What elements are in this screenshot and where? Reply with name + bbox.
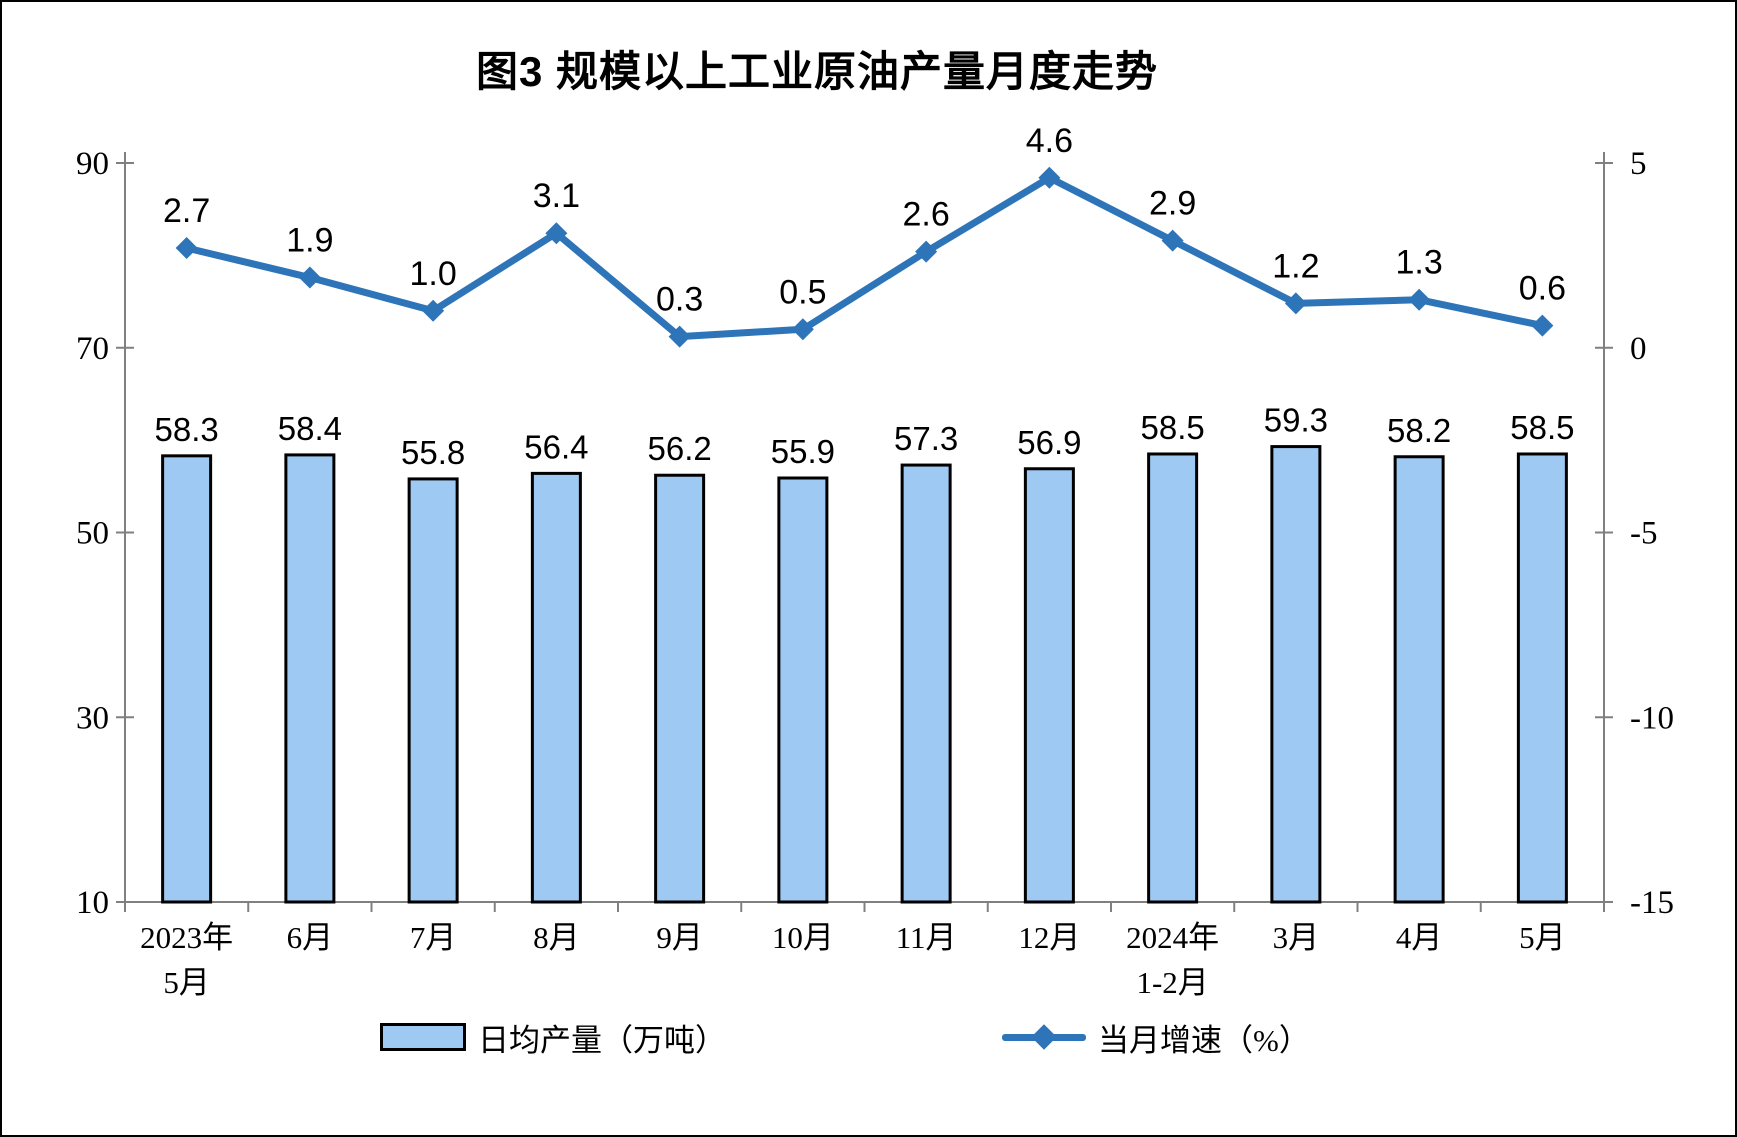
left-axis-tick-label: 70 <box>76 331 109 367</box>
line-marker <box>298 266 321 289</box>
line-series-swatch <box>1002 1024 1086 1050</box>
bar <box>284 453 336 904</box>
line-value-label: 2.6 <box>902 196 949 234</box>
line-value-label: 0.3 <box>656 281 703 319</box>
line-marker <box>545 222 568 245</box>
bar-value-label: 58.2 <box>1387 412 1451 449</box>
line-marker <box>1161 229 1184 252</box>
bar-value-label: 59.3 <box>1264 402 1328 439</box>
line-value-label: 0.5 <box>779 273 826 311</box>
x-axis-label: 6月 <box>287 920 334 955</box>
line-marker <box>1408 288 1431 311</box>
x-axis-label: 11月 <box>896 920 957 955</box>
bar-value-label: 57.3 <box>894 420 958 457</box>
bar-value-label: 58.5 <box>1141 409 1205 446</box>
x-axis-label: 4月 <box>1396 920 1443 955</box>
x-axis-label: 8月 <box>533 920 580 955</box>
bar-series-swatch-icon <box>380 1023 466 1051</box>
line-marker <box>1284 292 1307 315</box>
bar <box>1270 445 1322 904</box>
line-value-label: 0.6 <box>1519 270 1566 308</box>
line-marker <box>1531 314 1554 337</box>
line-marker <box>1038 166 1061 189</box>
bar-value-label: 58.4 <box>278 410 342 447</box>
right-axis-tick-label: -5 <box>1630 516 1658 552</box>
bar-value-label: 56.2 <box>648 430 712 467</box>
left-axis-tick-label: 50 <box>76 516 109 552</box>
bar <box>1023 467 1075 904</box>
line-marker <box>422 299 445 322</box>
line-value-label: 1.3 <box>1395 244 1442 282</box>
bar <box>1393 455 1445 904</box>
line-marker <box>791 318 814 341</box>
x-axis-label: 5月 <box>1519 920 1566 955</box>
line-value-label: 4.6 <box>1026 122 1073 160</box>
right-axis-tick-label: -15 <box>1630 885 1674 921</box>
line-value-label: 2.9 <box>1149 185 1196 223</box>
x-axis-label: 7月 <box>410 920 457 955</box>
line-value-label: 1.0 <box>409 255 456 293</box>
x-axis-label: 2024年 1-2月 <box>1126 920 1219 1000</box>
bar-value-label: 55.9 <box>771 433 835 470</box>
legend-item-monthly-growth: 当月增速（%） <box>1002 1018 1310 1058</box>
bar <box>777 476 829 904</box>
x-axis-label: 2023年 5月 <box>140 920 233 1000</box>
left-axis-tick-label: 90 <box>76 146 109 182</box>
right-axis-tick-label: 5 <box>1630 146 1647 182</box>
legend-item-daily-production: 日均产量（万吨） <box>380 1018 726 1058</box>
diamond-marker-icon <box>1031 1024 1057 1050</box>
line-marker <box>668 325 691 348</box>
bar <box>1516 452 1568 904</box>
bar <box>407 477 459 904</box>
bar <box>1147 452 1199 904</box>
x-axis-label: 9月 <box>656 920 703 955</box>
bar <box>900 463 952 904</box>
chart-title: 图3 规模以上工业原油产量月度走势 <box>475 48 1159 95</box>
line-value-label: 3.1 <box>533 177 580 215</box>
bar-value-label: 56.9 <box>1017 424 1081 461</box>
left-axis-tick-label: 10 <box>76 885 109 921</box>
legend-label-daily-production: 日均产量（万吨） <box>478 1022 726 1058</box>
right-axis-tick-label: 0 <box>1630 331 1647 367</box>
line-value-label: 1.2 <box>1272 247 1319 285</box>
bar-value-label: 56.4 <box>524 428 588 465</box>
line-value-label: 2.7 <box>163 192 210 230</box>
x-axis-label: 3月 <box>1273 920 1320 955</box>
line-value-label: 1.9 <box>286 222 333 260</box>
bar <box>530 471 582 904</box>
legend-label-monthly-growth: 当月增速（%） <box>1098 1022 1310 1058</box>
x-axis-label: 10月 <box>772 920 834 955</box>
bar-value-label: 55.8 <box>401 434 465 471</box>
line-marker <box>175 236 198 259</box>
x-axis-label: 12月 <box>1018 920 1080 955</box>
bar-value-label: 58.5 <box>1510 409 1574 446</box>
line-marker <box>915 240 938 263</box>
bar <box>654 473 706 904</box>
right-axis-tick-label: -10 <box>1630 700 1674 736</box>
growth-line <box>183 174 1546 341</box>
bar-value-label: 58.3 <box>155 411 219 448</box>
left-axis-tick-label: 30 <box>76 700 109 736</box>
bar <box>161 454 213 904</box>
